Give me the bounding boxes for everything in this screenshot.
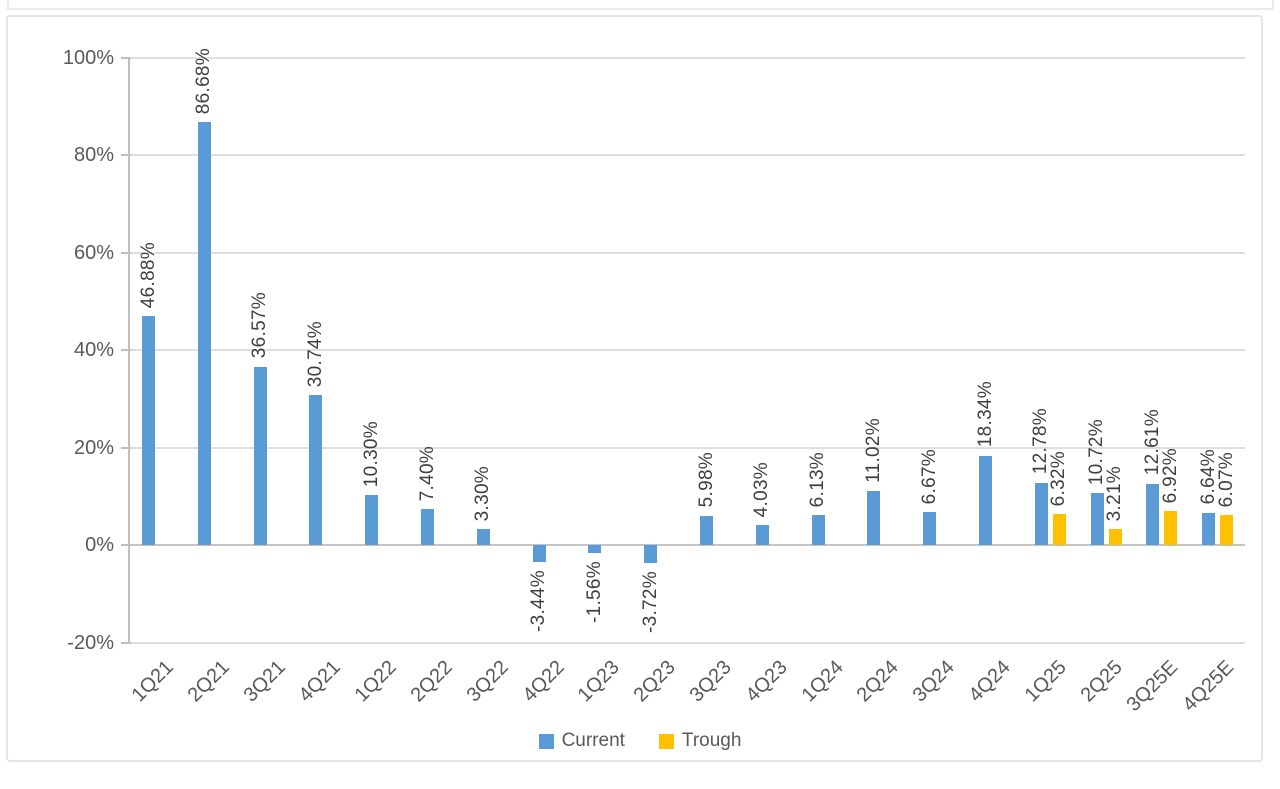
x-axis-label-3Q21: 3Q21 [239, 656, 290, 707]
y-axis-tick-label: 40% [73, 339, 114, 361]
bar-trough-1Q25 [1052, 514, 1066, 545]
x-axis-label-4Q24: 4Q24 [964, 656, 1015, 707]
y-axis-tick-label: 60% [73, 241, 114, 264]
gridline [129, 349, 1245, 351]
y-axis-tick-label: 0% [85, 534, 114, 556]
legend-item-current: Current [538, 730, 625, 751]
gridline [129, 641, 1245, 644]
x-axis-label-2Q23: 2Q23 [629, 656, 681, 707]
zero-gridline [129, 544, 1245, 546]
x-axis-label-3Q24: 3Q24 [908, 656, 960, 707]
bar-current-2Q24 [867, 491, 881, 545]
legend-swatch-trough [658, 733, 674, 749]
bar-current-4Q23 [755, 525, 769, 545]
bar-current-4Q21 [309, 395, 323, 545]
value-label-current-1Q24: 6.13% [807, 451, 829, 508]
x-axis-label-1Q21: 1Q21 [127, 656, 178, 707]
value-label-current-2Q21: 86.68% [193, 48, 215, 115]
y-axis-tick-label: -20% [67, 631, 114, 654]
bar-current-3Q21 [253, 366, 267, 545]
value-label-current-2Q24: 11.02% [862, 418, 884, 484]
x-axis-label-4Q23: 4Q23 [741, 656, 792, 707]
gridline [129, 56, 1245, 59]
bar-current-1Q23 [588, 545, 602, 553]
bar-current-2Q23 [644, 545, 658, 564]
legend-label-current: Current [561, 730, 625, 751]
y-axis-tick [121, 56, 131, 59]
partial-frame-above-chart [7, 0, 1274, 10]
x-axis-label-2Q25: 2Q25 [1076, 656, 1127, 707]
x-axis-label-2Q24: 2Q24 [853, 656, 904, 707]
x-axis-label-2Q21: 2Q21 [183, 656, 234, 707]
y-axis-tick [121, 251, 131, 254]
value-label-current-3Q21: 36.57% [249, 292, 271, 359]
value-label-current-3Q23: 5.98% [695, 452, 717, 508]
bar-current-1Q22 [365, 494, 379, 545]
bar-current-1Q25 [1034, 482, 1048, 545]
bar-current-4Q22 [532, 545, 546, 562]
legend-label-trough: Trough [681, 730, 742, 751]
y-axis-tick-label: 20% [73, 436, 114, 459]
gridline [129, 154, 1245, 156]
gridline [129, 251, 1245, 254]
x-axis-label-2Q22: 2Q22 [406, 656, 457, 707]
value-label-trough-3Q25E: 6.92% [1159, 447, 1181, 504]
x-axis-label-4Q21: 4Q21 [295, 656, 346, 707]
value-label-current-1Q22: 10.30% [360, 420, 382, 487]
value-label-current-3Q24: 6.67% [918, 449, 940, 505]
x-axis-label-4Q25E: 4Q25E [1178, 656, 1239, 716]
x-axis-label-1Q24: 1Q24 [797, 656, 848, 707]
bar-current-3Q22 [476, 528, 490, 545]
chart-container [6, 15, 1263, 762]
value-label-current-4Q23: 4.03% [751, 461, 773, 518]
y-axis-tick [121, 349, 131, 351]
bar-current-1Q24 [811, 515, 825, 545]
y-axis-tick [121, 544, 131, 546]
x-axis-label-1Q23: 1Q23 [574, 656, 625, 707]
x-axis-label-3Q22: 3Q22 [462, 656, 513, 707]
y-axis-tick [121, 641, 131, 644]
gridline [129, 446, 1245, 449]
y-axis-tick-label: 100% [62, 46, 114, 69]
y-axis-tick [121, 154, 131, 156]
legend-item-trough: Trough [658, 730, 742, 751]
bar-current-3Q24 [923, 512, 937, 545]
y-axis-tick [121, 446, 131, 449]
y-axis-tick-label: 80% [73, 144, 114, 166]
legend-swatch-current [538, 733, 554, 749]
chart-legend: Current Trough [0, 731, 1280, 751]
value-label-current-3Q22: 3.30% [472, 465, 494, 521]
bar-current-4Q25E [1202, 512, 1216, 545]
x-axis-label-3Q25E: 3Q25E [1122, 656, 1183, 716]
value-label-current-4Q22: -3.44% [528, 569, 550, 632]
bar-trough-2Q25 [1108, 529, 1122, 545]
value-label-current-2Q23: -3.72% [639, 571, 661, 634]
x-axis-label-1Q22: 1Q22 [350, 656, 402, 707]
bar-current-1Q21 [142, 316, 155, 545]
bar-current-2Q21 [197, 122, 211, 545]
value-label-current-4Q24: 18.34% [974, 381, 996, 448]
bar-current-2Q22 [421, 508, 434, 545]
bar-current-3Q23 [700, 515, 713, 545]
bar-current-3Q25E [1146, 483, 1160, 545]
value-label-current-4Q21: 30.74% [304, 320, 326, 388]
bar-current-2Q25 [1090, 492, 1104, 545]
value-label-trough-1Q25: 6.32% [1048, 450, 1070, 507]
value-label-trough-2Q25: 3.21% [1104, 465, 1126, 522]
x-axis-label-4Q22: 4Q22 [518, 656, 569, 707]
value-label-current-1Q23: -1.56% [583, 560, 605, 623]
x-axis-label-1Q25: 1Q25 [1020, 656, 1071, 707]
x-axis-label-3Q23: 3Q23 [685, 656, 736, 707]
value-label-current-1Q21: 46.88% [137, 242, 159, 309]
value-label-trough-4Q25E: 6.07% [1215, 452, 1237, 508]
bar-trough-4Q25E [1220, 515, 1234, 545]
bar-current-4Q24 [979, 455, 992, 545]
value-label-current-2Q22: 7.40% [416, 445, 438, 501]
bar-trough-3Q25E [1164, 511, 1178, 545]
y-axis-line [128, 57, 130, 643]
